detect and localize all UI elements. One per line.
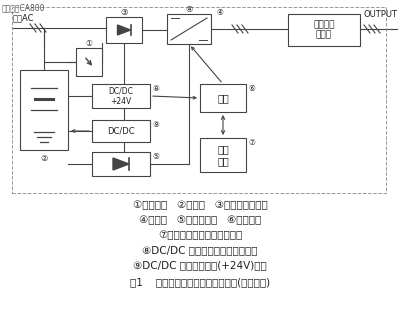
Polygon shape [113,158,129,170]
Text: ⑤: ⑤ [152,152,159,161]
Bar [92,152,150,176]
Text: OUTPUT: OUTPUT [363,10,397,19]
Bar [200,138,246,172]
Text: ⑧DC/DC 直流变换器降压充电模块: ⑧DC/DC 直流变换器降压充电模块 [142,245,258,255]
Bar [167,14,211,44]
Bar [288,14,360,46]
Text: ①充电模块   ②电池组   ③变频器整流模块: ①充电模块 ②电池组 ③变频器整流模块 [133,200,267,210]
Text: ⑥: ⑥ [248,83,255,92]
Text: DC/DC
+24V: DC/DC +24V [108,86,134,106]
Text: ⑦数字面板表及人机接口单元: ⑦数字面板表及人机接口单元 [158,230,242,240]
Text: 人机
接口: 人机 接口 [217,144,229,166]
Text: DC/DC: DC/DC [107,126,135,135]
Text: ⑨DC/DC 降压工作电源(+24V)模块: ⑨DC/DC 降压工作电源(+24V)模块 [133,260,267,270]
Text: 图1    在线式可变频交流不间断电源(含变频器): 图1 在线式可变频交流不间断电源(含变频器) [130,277,270,287]
Bar [20,70,68,150]
Text: ⑦: ⑦ [248,137,255,147]
Bar [92,84,150,108]
Text: ②: ② [40,154,48,163]
Text: 版权所有CA800: 版权所有CA800 [2,3,46,12]
Bar [106,17,142,43]
Text: ⑧: ⑧ [152,83,159,92]
Text: ④: ④ [216,8,223,17]
Bar [200,84,246,112]
Bar [12,7,386,193]
Text: ③: ③ [120,8,128,17]
Text: ④: ④ [185,5,193,14]
Text: ④变频器   ⑤隔离二极管   ⑥逻辑控制: ④变频器 ⑤隔离二极管 ⑥逻辑控制 [139,215,261,225]
Bar [92,120,150,142]
Text: 变压器及
滤波器: 变压器及 滤波器 [313,20,335,40]
Bar [76,48,102,76]
Text: 三相AC: 三相AC [13,13,34,22]
Polygon shape [118,25,130,35]
Text: ⑨: ⑨ [152,119,159,128]
Text: ①: ① [86,38,92,48]
Text: 控制: 控制 [217,93,229,103]
